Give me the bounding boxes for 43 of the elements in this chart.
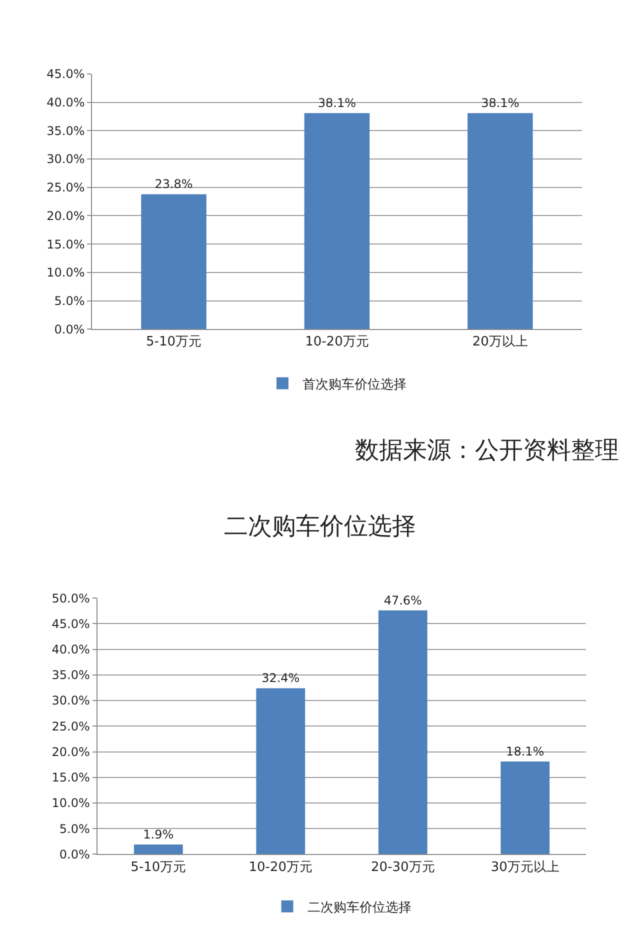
data-label: 23.8% [154, 177, 193, 192]
y-tick-label: 0.0% [59, 847, 90, 862]
data-label: 1.9% [143, 827, 174, 842]
bar [500, 761, 550, 854]
source-note: 数据来源：公开资料整理 [355, 436, 619, 464]
y-tick-label: 5.0% [59, 822, 90, 836]
y-tick-label: 25.0% [52, 719, 90, 734]
x-tick-label: 10-20万元 [248, 860, 313, 875]
x-tick-label: 10-20万元 [305, 334, 369, 350]
y-tick-label: 30.0% [46, 152, 85, 166]
data-label: 18.1% [506, 744, 544, 758]
bar [256, 688, 306, 854]
x-tick-label: 5-10万元 [130, 860, 186, 875]
y-tick-label: 15.0% [52, 770, 90, 785]
x-tick-label: 20万以上 [472, 334, 528, 350]
legend-label: 二次购车价位选择 [307, 900, 412, 916]
y-tick-label: 0.0% [54, 322, 85, 336]
y-tick-label: 35.0% [52, 668, 90, 682]
x-tick-label: 20-30万元 [370, 860, 435, 875]
y-tick-label: 15.0% [46, 237, 85, 252]
y-tick-label: 45.0% [52, 616, 90, 631]
chart-title: 二次购车价位选择 [224, 512, 416, 540]
y-tick-label: 10.0% [52, 796, 90, 810]
x-tick-label: 30万元以上 [490, 860, 560, 875]
x-tick-label: 5-10万元 [146, 334, 202, 350]
data-label: 32.4% [262, 671, 300, 686]
bar [134, 844, 183, 854]
y-tick-label: 50.0% [52, 591, 90, 606]
data-label: 38.1% [318, 96, 356, 110]
legend-label: 首次购车价位选择 [302, 377, 406, 392]
y-tick-label: 5.0% [54, 294, 85, 308]
y-tick-label: 20.0% [52, 744, 90, 759]
bar [378, 610, 428, 854]
y-tick-label: 20.0% [46, 208, 85, 223]
y-tick-label: 35.0% [46, 124, 85, 138]
y-tick-label: 40.0% [52, 642, 90, 657]
data-label: 47.6% [384, 593, 422, 608]
data-label: 38.1% [481, 96, 520, 110]
y-tick-label: 45.0% [46, 67, 85, 82]
y-tick-label: 10.0% [46, 266, 85, 280]
y-tick-label: 25.0% [46, 180, 85, 195]
y-tick-label: 40.0% [46, 96, 85, 110]
y-tick-label: 30.0% [52, 694, 90, 708]
